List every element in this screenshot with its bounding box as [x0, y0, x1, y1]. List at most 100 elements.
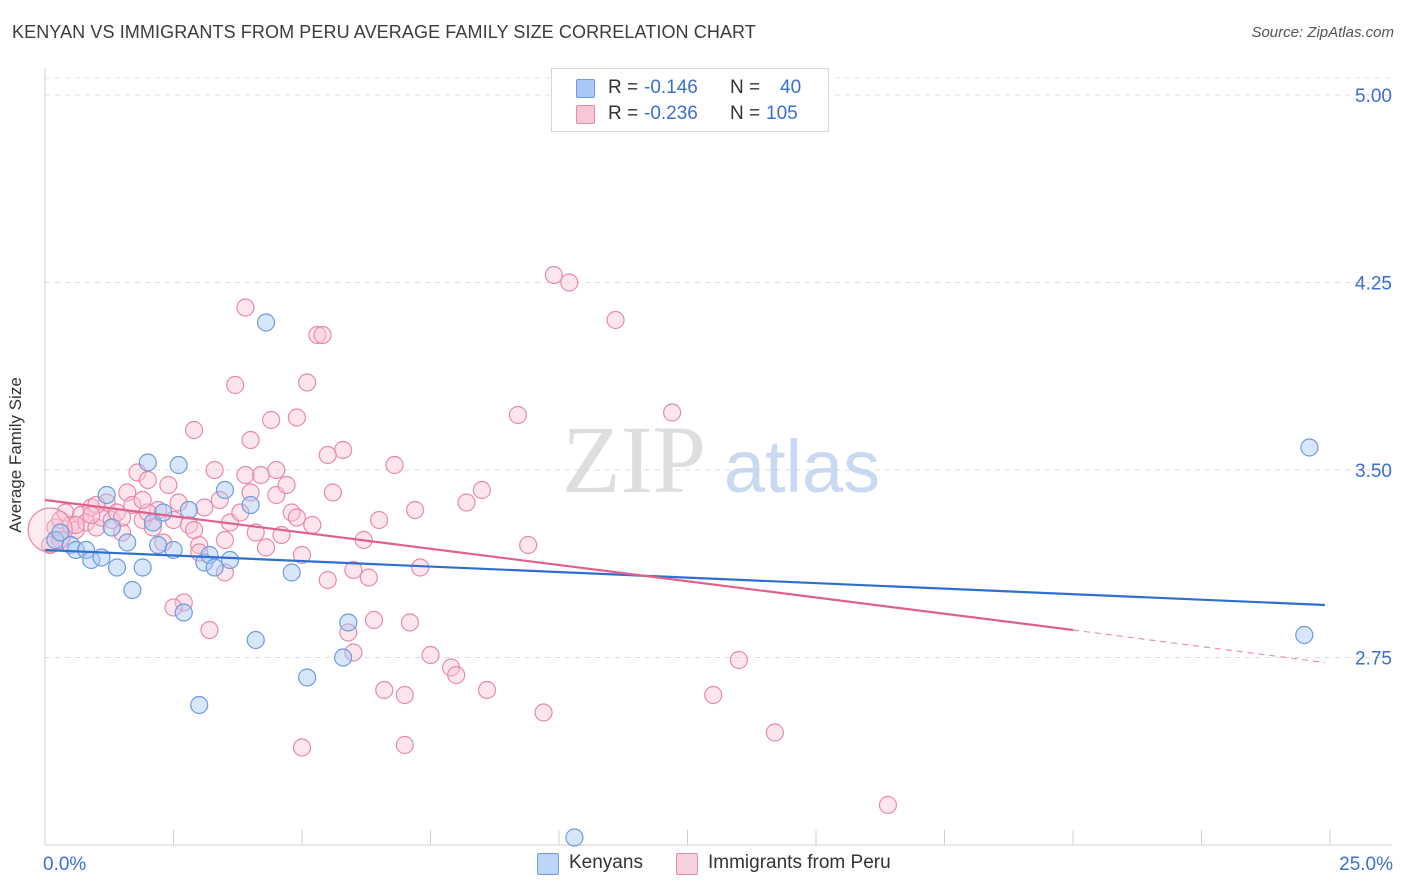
peru-trend-extension — [1072, 629, 1325, 664]
legend-r-label: R = — [608, 103, 639, 124]
peru-point — [477, 680, 497, 700]
kenyans-point — [298, 668, 317, 687]
kenyans-point — [102, 518, 121, 537]
legend-label-peru: Immigrants from Peru — [708, 852, 891, 873]
x-tick-label-min: 0.0% — [43, 854, 86, 875]
series-peru-points — [27, 265, 898, 815]
peru-point — [359, 568, 378, 587]
legend-label-kenyans: Kenyans — [569, 852, 643, 873]
peru-point — [318, 570, 337, 590]
chart-title: KENYAN VS IMMIGRANTS FROM PERU AVERAGE F… — [12, 22, 756, 42]
kenyans-point — [133, 558, 152, 577]
peru-point — [400, 613, 420, 632]
kenyans-point — [174, 603, 193, 622]
peru-point — [457, 493, 476, 512]
peru-point — [508, 405, 527, 425]
peru-point — [282, 503, 301, 522]
peru-point — [375, 680, 394, 700]
peru-point — [395, 735, 414, 755]
peru-point — [662, 403, 682, 422]
peru-point — [256, 538, 276, 557]
peru-point — [729, 650, 749, 670]
peru-point — [544, 265, 563, 285]
legend-swatch-kenyans — [537, 853, 559, 875]
peru-point — [704, 685, 723, 705]
peru-point — [292, 545, 312, 565]
peru-point — [169, 493, 188, 512]
peru-point — [205, 460, 224, 480]
peru-point — [195, 498, 214, 517]
axes — [44, 68, 1392, 846]
peru-point — [231, 503, 250, 522]
series-kenyans-points — [46, 313, 1319, 847]
kenyans-point — [190, 695, 209, 715]
peru-point — [303, 515, 322, 535]
kenyans-point — [107, 558, 127, 577]
peru-point — [241, 430, 260, 450]
y-tick-label: 4.25 — [1355, 274, 1392, 295]
peru-point — [411, 558, 430, 577]
y-axis-label: Average Family Size — [6, 377, 25, 533]
peru-point — [51, 530, 70, 550]
peru-point — [534, 703, 553, 722]
peru-point — [267, 460, 286, 480]
peru-point — [262, 410, 281, 430]
kenyans-point — [1295, 625, 1314, 645]
kenyans-trend-line — [44, 548, 1325, 607]
peru-point — [112, 523, 132, 542]
kenyans-point — [169, 455, 188, 475]
peru-point — [159, 475, 178, 495]
peru-point — [344, 643, 363, 662]
peru-point — [287, 408, 306, 427]
kenyans-point — [154, 503, 173, 522]
peru-point — [251, 465, 270, 485]
peru-point — [164, 598, 183, 617]
peru-point — [334, 440, 353, 460]
peru-point — [179, 515, 199, 535]
peru-point — [292, 738, 312, 757]
peru-point — [323, 483, 342, 502]
peru-point — [287, 508, 306, 527]
watermark-atlas: atlas — [724, 425, 880, 508]
kenyans-point — [246, 630, 265, 650]
peru-point — [210, 490, 229, 510]
peru-point — [174, 593, 193, 612]
kenyans-point — [256, 313, 276, 332]
legend-swatch-kenyans — [576, 79, 595, 98]
peru-point — [606, 310, 625, 330]
kenyans-point — [339, 613, 358, 632]
kenyans-point — [334, 648, 353, 667]
kenyans-point — [1300, 438, 1319, 457]
kenyans-point — [241, 495, 260, 515]
peru-point — [215, 530, 234, 550]
kenyans-point — [148, 535, 168, 555]
kenyans-point — [282, 563, 301, 582]
peru-trend-line — [44, 498, 1074, 632]
peru-point — [236, 465, 255, 485]
peru-point — [765, 723, 784, 742]
peru-point — [447, 665, 466, 685]
peru-point — [184, 520, 204, 540]
peru-point — [154, 533, 173, 552]
peru-point — [405, 500, 425, 520]
legend-r-label: R = — [608, 77, 639, 98]
kenyans-point — [77, 540, 96, 560]
peru-point — [241, 483, 260, 502]
kenyans-point — [97, 485, 116, 505]
legend-r-value: -0.146 — [644, 77, 698, 98]
legend-swatch-peru — [576, 105, 595, 124]
kenyans-point — [51, 523, 70, 542]
kenyans-point — [138, 453, 157, 472]
peru-point — [878, 795, 898, 815]
source-label: Source: ZipAtlas.com — [1251, 24, 1394, 41]
x-tick-label-max: 25.0% — [1339, 854, 1393, 875]
kenyans-point — [123, 580, 142, 600]
kenyans-point — [205, 558, 224, 577]
peru-point — [344, 560, 363, 580]
peru-point — [395, 685, 414, 705]
peru-point — [226, 375, 245, 395]
legend-n-value: 105 — [766, 103, 798, 124]
peru-point — [133, 490, 152, 510]
peru-point — [138, 470, 157, 490]
